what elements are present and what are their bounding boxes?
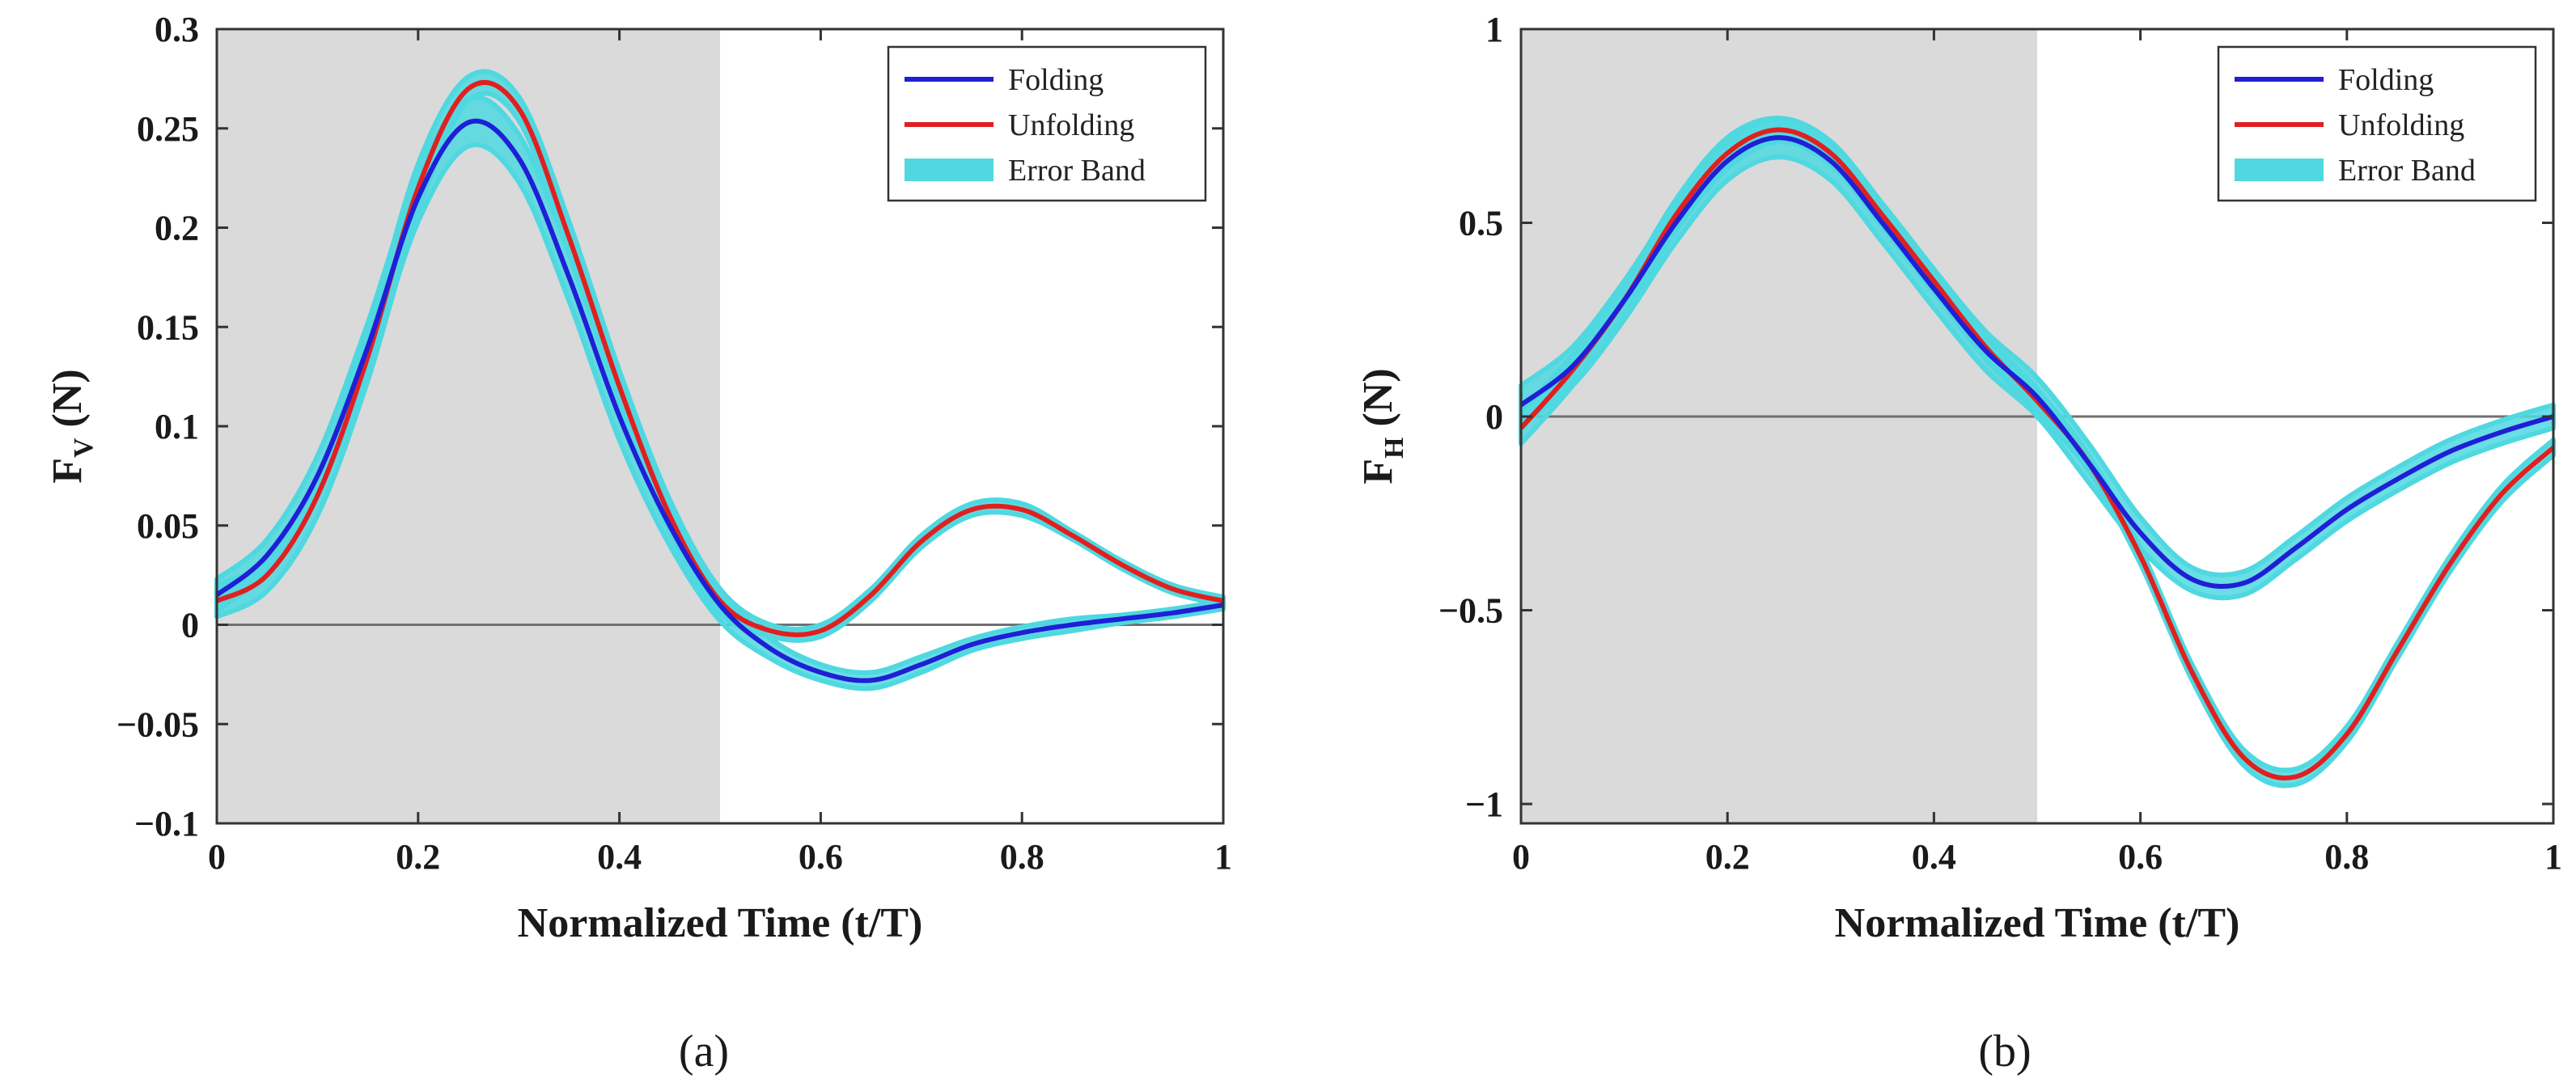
legend-swatch-error-band-a (905, 159, 994, 181)
series-line-folding-b (1519, 135, 2554, 590)
x-tick-label-a: 0.2 (396, 837, 440, 877)
y-tick-label-a: 0.05 (137, 506, 199, 546)
legend-label-a: Error Band (1008, 154, 1146, 188)
legend-label-b: Error Band (2338, 154, 2476, 188)
y-tick-label-a: 0.3 (155, 10, 199, 49)
caption-a: (a) (679, 1026, 729, 1076)
x-tick-label-b: 0.4 (1912, 837, 1956, 877)
series-line-folding-a (215, 118, 1224, 683)
y-tick-label-a: −0.05 (117, 704, 199, 744)
legend-b: Folding Unfolding Error Band (2217, 45, 2537, 202)
x-tick-label-a: 0.4 (597, 837, 642, 877)
chart-a: 0 0.2 0.4 0.6 0.8 1 0.3 0.25 0.2 0.15 0.1 0.05 0 −0.0… (44, 10, 1232, 946)
x-tick-label-a: 0.6 (799, 837, 843, 877)
x-tick-label-b: 0.8 (2324, 837, 2369, 877)
caption-b: (b) (1978, 1026, 2031, 1076)
y-tick-label-a: 0.25 (137, 109, 199, 149)
y-tick-label-b: −1 (1465, 785, 1503, 824)
y-tick-label-a: 0 (181, 606, 199, 645)
x-tick-label-b: 1 (2544, 837, 2562, 877)
legend-label-a: Unfolding (1008, 108, 1134, 142)
x-tick-label-a: 0 (208, 837, 226, 877)
y-tick-label-a: 0.1 (155, 407, 199, 446)
y-tick-label-b: 0 (1485, 397, 1503, 437)
shaded-region-b (1521, 29, 2037, 823)
legend-swatch-error-band-b (2235, 159, 2324, 181)
x-axis-label-a: Normalized Time (t/T) (518, 900, 923, 946)
legend-label-a: Folding (1008, 63, 1104, 97)
legend-a: Folding Unfolding Error Band (887, 45, 1207, 202)
y-axis-label-b: FH (N) (1355, 368, 1409, 484)
legend-label-b: Folding (2338, 63, 2434, 97)
y-tick-label-b: 0.5 (1459, 204, 1503, 243)
y-axis-label-a: FV (N) (44, 369, 99, 484)
chart-b: 0 0.2 0.4 0.6 0.8 1 1 0.5 0 −0.5 −1 Normalized Time… (1355, 10, 2562, 946)
y-tick-label-a: 0.15 (137, 307, 199, 347)
x-tick-label-b: 0 (1512, 837, 1530, 877)
legend-label-b: Unfolding (2338, 108, 2464, 142)
x-tick-label-a: 1 (1214, 837, 1232, 877)
x-tick-label-a: 0.8 (1000, 837, 1044, 877)
axes-frame-b (1519, 27, 2555, 825)
y-tick-label-a: −0.1 (134, 804, 199, 844)
y-tick-label-b: 1 (1485, 10, 1503, 49)
x-tick-label-b: 0.2 (1705, 837, 1750, 877)
y-tick-label-b: −0.5 (1438, 591, 1503, 631)
x-axis-label-b: Normalized Time (t/T) (1835, 900, 2240, 946)
series-line-unfolding-a (215, 79, 1224, 637)
y-tick-label-a: 0.2 (155, 209, 199, 248)
x-tick-label-b: 0.6 (2118, 837, 2163, 877)
